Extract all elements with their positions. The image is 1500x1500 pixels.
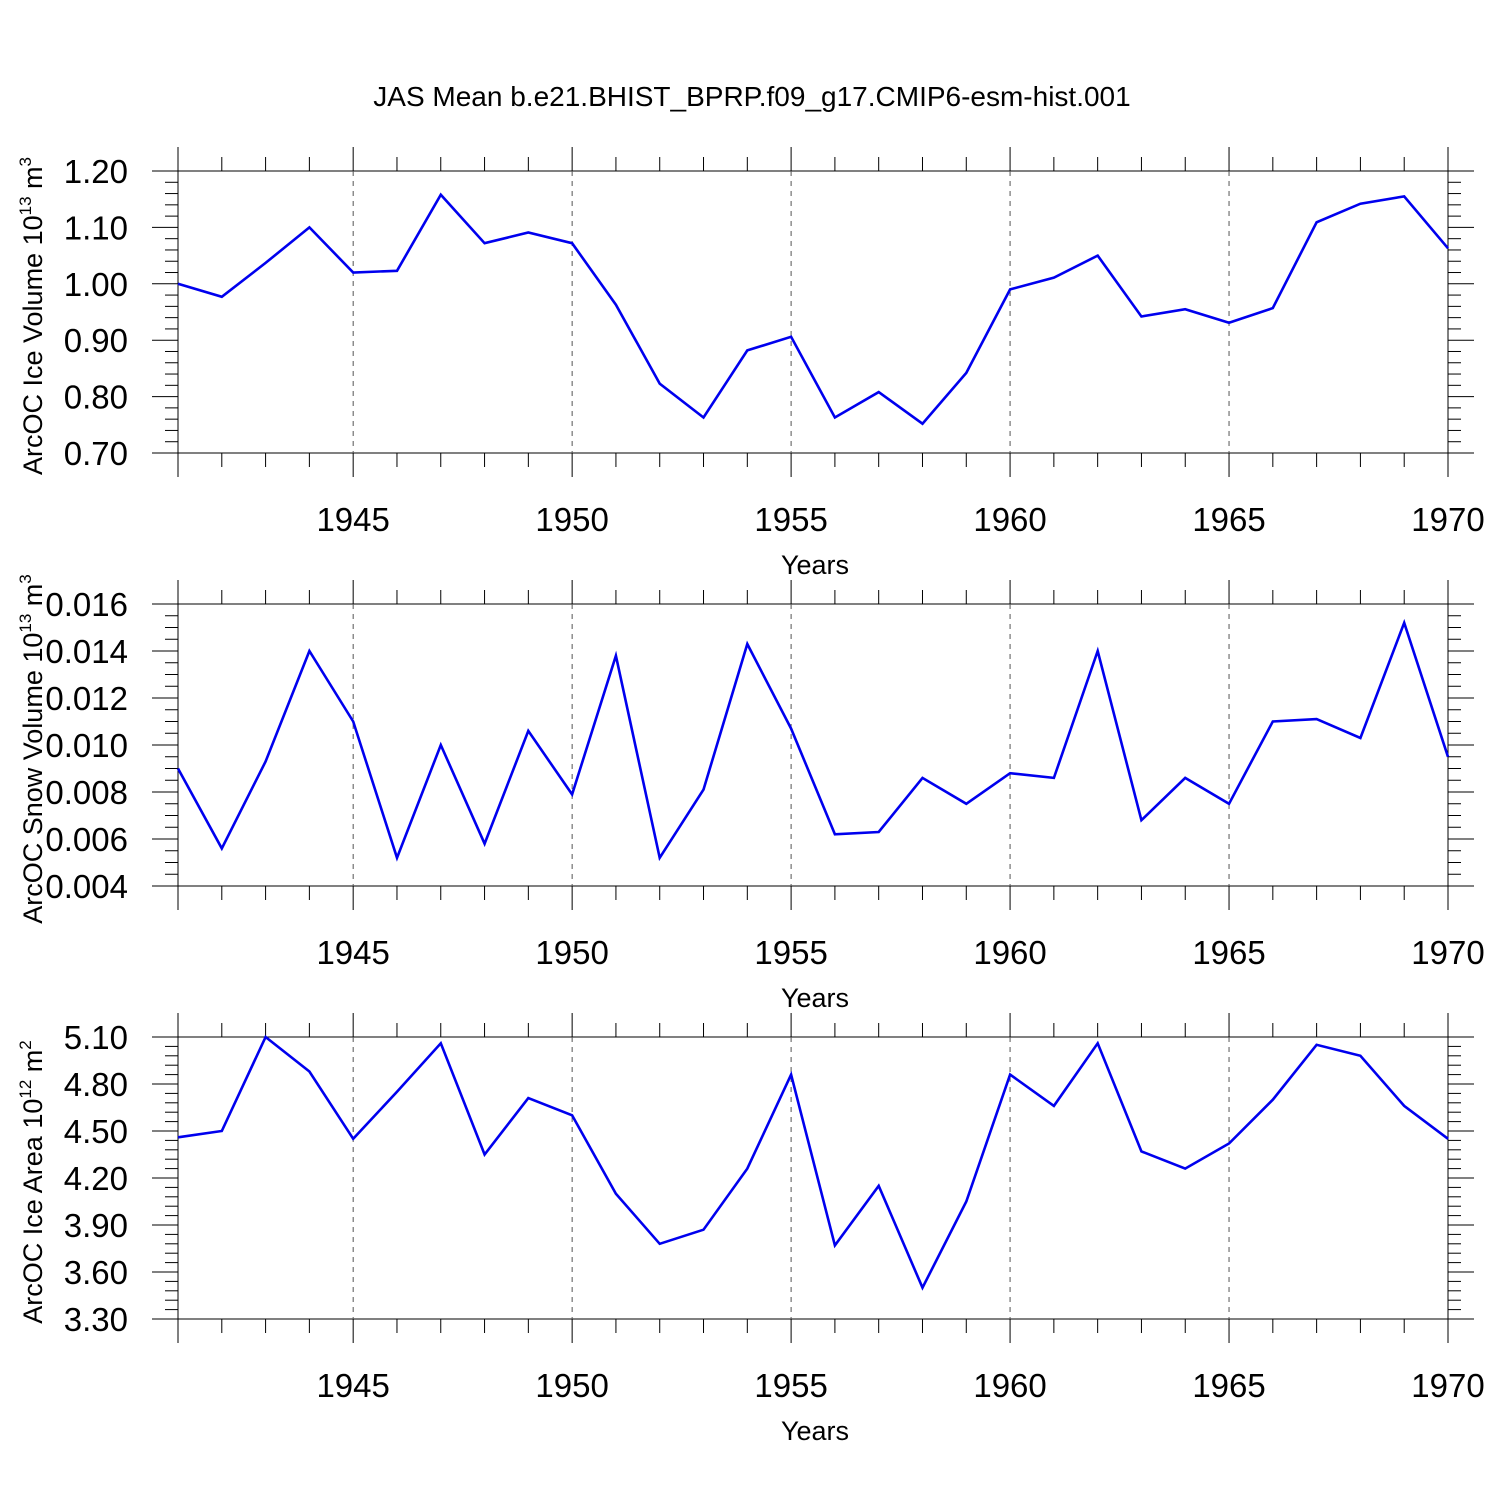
series-line-ice-volume (177, 192, 1449, 426)
y-tick-label: 0.016 (45, 586, 128, 623)
y-tick-label: 0.004 (45, 868, 128, 905)
x-tick-label: 1955 (754, 1367, 827, 1404)
x-tick-label: 1965 (1192, 934, 1265, 971)
x-tick-label: 1970 (1411, 1367, 1484, 1404)
x-axis-label: Years (781, 550, 849, 580)
y-tick-label: 0.70 (64, 435, 128, 472)
x-tick-label: 1960 (973, 934, 1046, 971)
x-tick-label: 1960 (973, 501, 1046, 538)
y-axis-label: ArcOC Ice Area 1012 m2 (16, 1040, 48, 1324)
x-tick-label: 1945 (316, 501, 389, 538)
y-tick-label: 0.008 (45, 774, 128, 811)
chart-title: JAS Mean b.e21.BHIST_BPRP.f09_g17.CMIP6-… (373, 81, 1130, 112)
y-axis-label: ArcOC Snow Volume 1013 m3 (16, 574, 48, 924)
x-tick-label: 1965 (1192, 1367, 1265, 1404)
x-tick-label: 1970 (1411, 934, 1484, 971)
y-tick-label: 0.006 (45, 821, 128, 858)
x-axis-label: Years (781, 1416, 849, 1446)
series-line-ice-area (177, 1034, 1449, 1291)
y-tick-label: 3.60 (64, 1254, 128, 1291)
panel-snow-volume: 1945 1950 1955 1960 1965 1970 Years 0.004 0.006 0… (16, 574, 1485, 1013)
x-tick-label: 1955 (754, 501, 827, 538)
y-tick-label: 1.10 (64, 209, 128, 246)
y-tick-label: 3.30 (64, 1301, 128, 1338)
y-tick-label: 0.90 (64, 322, 128, 359)
y-axis-label: ArcOC Ice Volume 1013 m3 (16, 157, 48, 475)
x-tick-label: 1955 (754, 934, 827, 971)
y-tick-label: 0.80 (64, 379, 128, 416)
y-tick-label: 3.90 (64, 1207, 128, 1244)
x-tick-label: 1945 (316, 934, 389, 971)
y-tick-label: 4.80 (64, 1066, 128, 1103)
panel-ice-area: 1945 1950 1955 1960 1965 1970 Years 3.30 3.60 3.9… (16, 1013, 1485, 1446)
x-tick-label: 1970 (1411, 501, 1484, 538)
y-tick-label: 1.00 (64, 266, 128, 303)
y-tick-label: 0.014 (45, 633, 128, 670)
y-tick-label: 1.20 (64, 153, 128, 190)
x-tick-label: 1960 (973, 1367, 1046, 1404)
x-tick-label: 1950 (535, 934, 608, 971)
y-tick-label: 0.010 (45, 727, 128, 764)
x-tick-label: 1965 (1192, 501, 1265, 538)
y-tick-label: 4.20 (64, 1160, 128, 1197)
x-axis-label: Years (781, 983, 849, 1013)
panel-ice-volume: 1945 1950 1955 1960 1965 1970 Years 0.70 0.80 0.9… (16, 147, 1485, 580)
x-tick-label: 1950 (535, 1367, 608, 1404)
y-tick-label: 4.50 (64, 1113, 128, 1150)
y-tick-label: 5.10 (64, 1019, 128, 1056)
y-tick-label: 0.012 (45, 680, 128, 717)
x-tick-label: 1945 (316, 1367, 389, 1404)
x-tick-label: 1950 (535, 501, 608, 538)
series-line-snow-volume (176, 618, 1450, 862)
